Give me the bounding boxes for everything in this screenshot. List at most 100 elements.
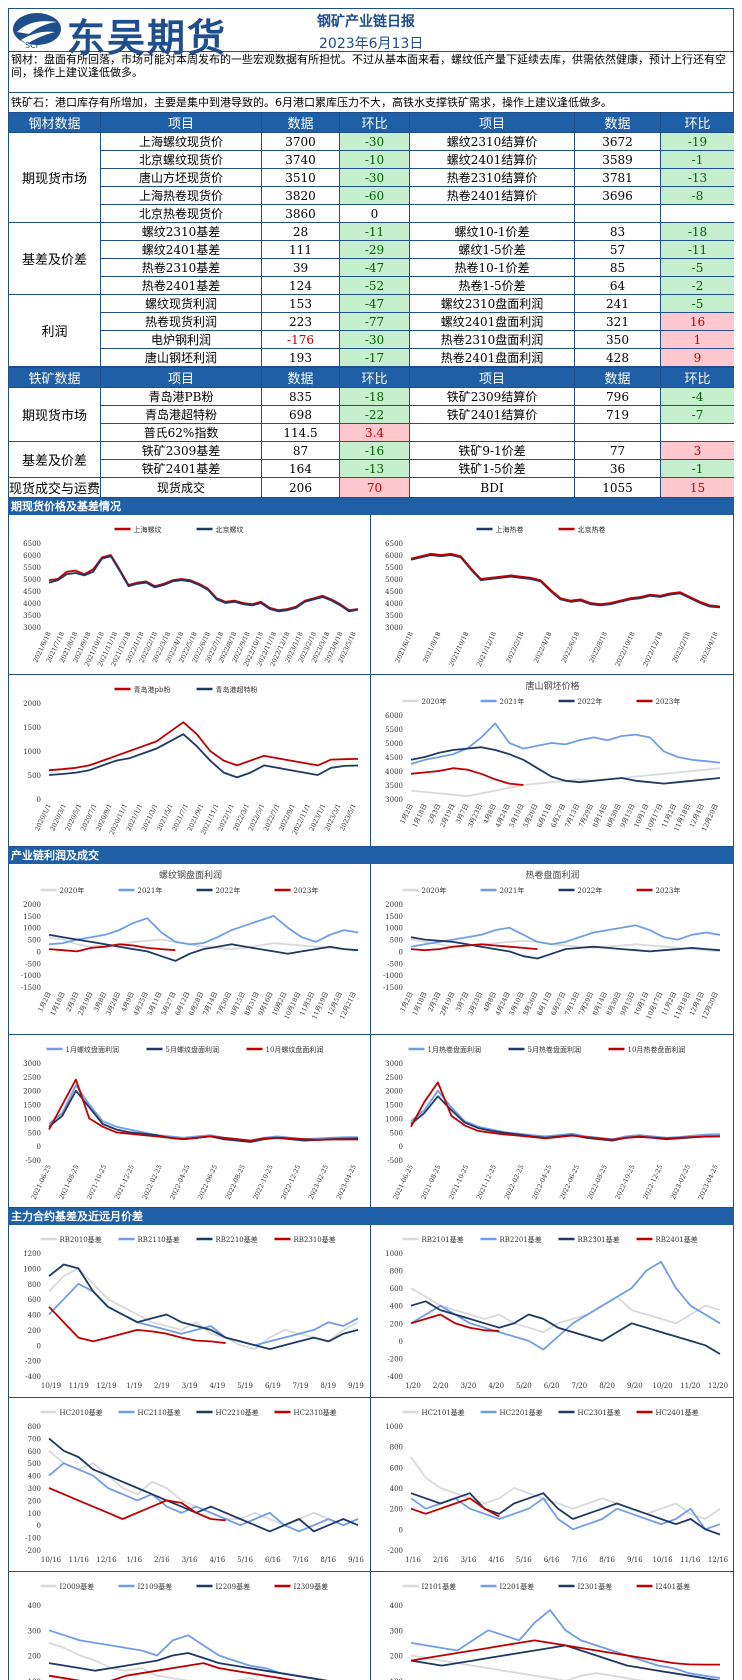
table-header-cell: 项目 bbox=[409, 367, 575, 388]
value-cell: 223 bbox=[261, 312, 340, 331]
legend-label: 北京热卷 bbox=[578, 525, 606, 534]
x-tick-label: 2021-06-25 bbox=[392, 1163, 415, 1200]
x-tick-label: 2022-04-25 bbox=[530, 1163, 553, 1200]
chart-panel: 热卷盘面利润 2020年 2021年 2022年 2023年 2000 1500 1000 50… bbox=[371, 864, 734, 1035]
table-header-cell: 项目 bbox=[100, 112, 262, 133]
x-tick-label: 6/20 bbox=[544, 1382, 560, 1390]
section-header-basis-spread: 主力合约基差及近远月价差 bbox=[8, 1208, 734, 1225]
hc-jan-basis-chart: HC2101基差 HC2201基差 HC2301基差 HC2401基差 1000 800 6… bbox=[385, 1408, 728, 1564]
table-row: 现货成交与运费 现货成交 206 70 BDI 1055 15 bbox=[8, 477, 734, 498]
x-tick-label: 3/16 bbox=[182, 1556, 198, 1564]
series-line bbox=[48, 554, 359, 612]
legend-label: 2020年 bbox=[60, 886, 85, 895]
svg-text:SCF: SCF bbox=[25, 41, 41, 50]
y-tick-label: 700 bbox=[28, 1435, 41, 1443]
y-tick-label: 0 bbox=[399, 1526, 403, 1534]
y-tick-label: 200 bbox=[390, 1506, 403, 1514]
x-tick-label: 2022-08-25 bbox=[586, 1163, 609, 1200]
change-cell: 9 bbox=[660, 348, 734, 367]
y-tick-label: 5000 bbox=[23, 576, 41, 584]
value-cell: 87 bbox=[261, 441, 340, 460]
table-header-cell: 数据 bbox=[261, 367, 340, 388]
row-group-label: 基差及价差 bbox=[8, 222, 101, 295]
table-header-cell: 数据 bbox=[261, 112, 340, 133]
value-cell: 3510 bbox=[261, 168, 340, 187]
y-tick-label: 500 bbox=[28, 1129, 41, 1137]
item-cell bbox=[409, 423, 575, 442]
value-cell: 3672 bbox=[574, 132, 661, 151]
rebar-spot-price-chart: 上海螺纹 北京螺纹 6500 6000 5500 5000 4500 4000 3500 3000… bbox=[23, 525, 359, 668]
legend-label: HC2201基差 bbox=[500, 1408, 543, 1417]
x-tick-label: 2/19 bbox=[154, 1382, 170, 1390]
x-tick-label: 2022-10-25 bbox=[614, 1163, 637, 1200]
y-tick-label: 400 bbox=[390, 1303, 403, 1311]
chart-panel: 上海螺纹 北京螺纹 6500 6000 5500 5000 4500 4000 3500 3000… bbox=[8, 515, 371, 675]
x-tick-label: 5/20 bbox=[516, 1382, 532, 1390]
y-tick-label: 2000 bbox=[23, 700, 41, 708]
change-cell: 3 bbox=[660, 441, 734, 460]
legend-label: HC2210基差 bbox=[216, 1408, 259, 1417]
y-tick-label: 1000 bbox=[23, 1265, 41, 1273]
value-cell: 39 bbox=[261, 258, 340, 277]
item-cell: 唐山方坯现货价 bbox=[100, 168, 262, 187]
legend-label: 2023年 bbox=[294, 886, 319, 895]
x-tick-label: 6/16 bbox=[544, 1556, 560, 1564]
change-cell: -18 bbox=[339, 387, 410, 406]
y-tick-label: 600 bbox=[390, 1285, 403, 1293]
series-line bbox=[410, 1287, 721, 1333]
y-tick-label: 500 bbox=[390, 937, 403, 945]
value-cell: 64 bbox=[574, 276, 661, 295]
legend-label: RB2301基差 bbox=[578, 1235, 620, 1244]
value-cell: 114.5 bbox=[261, 423, 340, 442]
row-group-label: 期现货市场 bbox=[8, 132, 101, 223]
legend-label: I2101基差 bbox=[422, 1582, 457, 1591]
legend-label: 青岛港超特粉 bbox=[216, 685, 258, 694]
y-tick-label: 2500 bbox=[385, 1074, 403, 1082]
i-sep-basis-chart: I2009基差 I2109基差 I2209基差 I2309基差 400 300 200 100 bbox=[28, 1582, 328, 1680]
legend-label: HC2110基差 bbox=[138, 1408, 181, 1417]
x-tick-label: 2022/10/18 bbox=[614, 630, 637, 667]
change-cell: -11 bbox=[339, 222, 410, 241]
item-cell: 铁矿2401基差 bbox=[100, 459, 262, 478]
hrc-contract-profit-chart: 1月热卷盘面利润 5月热卷盘面利润 10月热卷盘面利润 3000 2500 2000 150… bbox=[385, 1045, 721, 1201]
legend-label: 2021年 bbox=[500, 886, 525, 895]
y-tick-label: 0 bbox=[37, 1522, 41, 1530]
x-tick-label: 2021-10-25 bbox=[447, 1163, 470, 1200]
item-cell: 上海螺纹现货价 bbox=[100, 132, 262, 151]
series-line bbox=[48, 1267, 359, 1350]
x-tick-label: 1/20 bbox=[405, 1382, 421, 1390]
table-header-cell: 环比 bbox=[339, 112, 410, 133]
item-cell: 青岛港超特粉 bbox=[100, 405, 262, 424]
series-line bbox=[410, 1081, 721, 1141]
legend-label: I2201基差 bbox=[500, 1582, 535, 1591]
x-tick-label: 2023-04-25 bbox=[697, 1163, 720, 1200]
x-tick-label: 2022/4/18 bbox=[532, 630, 553, 664]
legend-label: 2020年 bbox=[422, 886, 447, 895]
series-line bbox=[410, 1300, 721, 1355]
series-line bbox=[48, 1450, 359, 1527]
x-tick-label: 2/20 bbox=[433, 1382, 449, 1390]
y-tick-label: 5500 bbox=[385, 564, 403, 572]
y-tick-label: 0 bbox=[37, 796, 41, 804]
x-tick-label: 10/16 bbox=[652, 1556, 673, 1564]
x-tick-label: 2022-12-25 bbox=[641, 1163, 664, 1200]
legend-label: RB2101基差 bbox=[422, 1235, 464, 1244]
change-cell: -11 bbox=[660, 240, 734, 259]
y-tick-label: 200 bbox=[28, 1497, 41, 1505]
table-header-cell: 数据 bbox=[574, 112, 661, 133]
table-header-cell: 数据 bbox=[574, 367, 661, 388]
value-cell: 3860 bbox=[261, 204, 340, 223]
x-tick-label: 4/19 bbox=[209, 1382, 225, 1390]
rebar-contract-profit-chart: 1月螺纹盘面利润 5月螺纹盘面利润 10月螺纹盘面利润 3000 2500 2000 150… bbox=[23, 1045, 359, 1201]
item-cell: 铁矿2309基差 bbox=[100, 441, 262, 460]
table-header-cell: 项目 bbox=[409, 112, 575, 133]
y-tick-label: 500 bbox=[28, 772, 41, 780]
y-tick-label: -200 bbox=[387, 1355, 403, 1363]
change-cell: -4 bbox=[660, 387, 734, 406]
legend-label: 2023年 bbox=[656, 886, 681, 895]
value-cell: 28 bbox=[261, 222, 340, 241]
series-line bbox=[48, 1078, 358, 1142]
x-tick-label: 1/16 bbox=[126, 1556, 142, 1564]
table-row: 热卷现货利润 223 -77 螺纹2401盘面利润 321 16 bbox=[9, 312, 734, 331]
y-tick-label: 1200 bbox=[23, 1250, 41, 1258]
